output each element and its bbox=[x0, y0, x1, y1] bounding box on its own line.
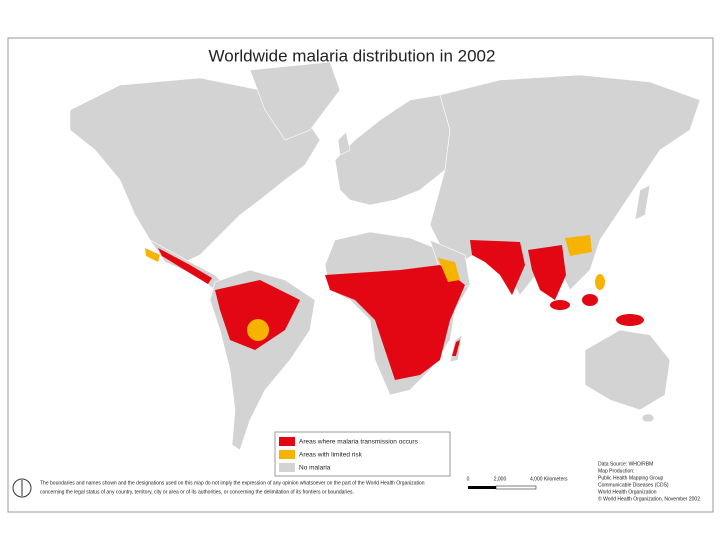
credit-line: Map Production: bbox=[598, 468, 634, 474]
greenland bbox=[249, 61, 341, 141]
logo-ring bbox=[12, 478, 32, 498]
legend-swatch bbox=[279, 437, 295, 446]
zone-south-america bbox=[215, 280, 300, 350]
australia bbox=[584, 329, 671, 411]
scale-label: 0 bbox=[467, 476, 470, 482]
who-logo bbox=[12, 478, 32, 498]
disclaimer: The boundaries and names shown and the d… bbox=[40, 480, 425, 486]
asia bbox=[429, 74, 701, 296]
credit-line: Data Source: WHO/RBM bbox=[598, 461, 653, 467]
zone-limited-arabia bbox=[438, 258, 460, 282]
zone-madagascar bbox=[452, 340, 460, 356]
credit-line: World Health Organization bbox=[598, 489, 657, 495]
zone-sumatra bbox=[550, 300, 570, 310]
legend-swatch bbox=[279, 450, 295, 459]
zone-borneo bbox=[582, 294, 598, 306]
legend: Areas where malaria transmission occurs A… bbox=[274, 431, 451, 477]
legend-label: Areas with limited risk bbox=[299, 452, 363, 459]
scale-label: 2,000 bbox=[494, 476, 507, 482]
zone-central-america bbox=[158, 248, 212, 284]
world-map bbox=[69, 61, 701, 451]
zone-southeast-asia bbox=[528, 245, 566, 300]
legend-label: Areas where malaria transmission occurs bbox=[299, 439, 419, 446]
scale-bar bbox=[468, 485, 537, 490]
scale-segment bbox=[495, 485, 537, 490]
credit-line: Communicable Diseases (CDS) bbox=[598, 482, 669, 488]
legend-label: No malaria bbox=[299, 465, 331, 472]
scale-label: 4,000 Kilometers bbox=[530, 476, 568, 482]
map-title: Worldwide malaria distribution in 2002 bbox=[209, 46, 496, 65]
zone-limited-philippines bbox=[595, 274, 605, 290]
scale-segment bbox=[468, 486, 496, 489]
zone-india bbox=[470, 240, 525, 295]
zone-limited-brazil bbox=[247, 319, 269, 341]
legend-box bbox=[274, 431, 451, 477]
japan bbox=[634, 184, 651, 221]
zone-limited-china bbox=[565, 235, 592, 256]
zone-limited-mexico bbox=[145, 248, 160, 262]
credit-line: Public Health Mapping Group bbox=[598, 475, 664, 481]
zone-africa bbox=[325, 265, 465, 380]
zone-new-guinea bbox=[616, 314, 644, 326]
legend-swatch bbox=[279, 463, 295, 472]
disclaimer: concerning the legal status of any count… bbox=[40, 489, 354, 495]
uk bbox=[337, 131, 351, 156]
tasmania bbox=[641, 413, 655, 423]
credit-line: © World Health Organization, November 20… bbox=[598, 495, 700, 502]
